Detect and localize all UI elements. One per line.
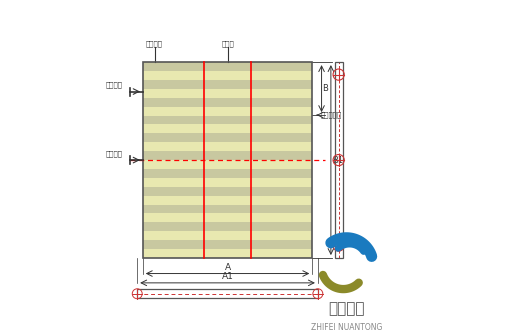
Bar <box>143 205 312 214</box>
Text: 蒸气出口: 蒸气出口 <box>106 150 123 157</box>
Text: ZHIFEI NUANTONG: ZHIFEI NUANTONG <box>311 323 382 330</box>
Bar <box>335 62 342 258</box>
Bar <box>143 71 312 80</box>
Text: 凝结水出口: 凝结水出口 <box>321 112 342 118</box>
Bar <box>143 107 312 116</box>
Bar <box>143 142 312 151</box>
Text: A: A <box>225 263 230 272</box>
Bar <box>143 62 312 71</box>
Text: 蒸气进口: 蒸气进口 <box>106 82 123 88</box>
Text: B: B <box>322 84 328 93</box>
Bar <box>143 62 312 258</box>
Bar <box>143 214 312 222</box>
Bar <box>143 115 312 124</box>
Bar <box>143 124 312 133</box>
Bar <box>143 160 312 169</box>
Bar <box>143 187 312 196</box>
Bar <box>143 222 312 231</box>
Bar <box>143 178 312 187</box>
Bar <box>143 169 312 178</box>
Bar <box>143 98 312 107</box>
Text: A1: A1 <box>222 272 234 281</box>
Bar <box>143 89 312 98</box>
Text: 智飞暖通: 智飞暖通 <box>328 302 365 316</box>
Text: 蒸气进口: 蒸气进口 <box>146 40 163 47</box>
Bar <box>137 289 318 298</box>
Bar <box>143 196 312 205</box>
Text: 分气筒: 分气筒 <box>221 40 234 47</box>
Bar <box>143 231 312 240</box>
Bar <box>143 133 312 142</box>
Bar <box>143 249 312 258</box>
Bar <box>143 151 312 160</box>
Text: B1: B1 <box>332 155 343 165</box>
Bar <box>143 240 312 249</box>
Bar <box>143 80 312 89</box>
